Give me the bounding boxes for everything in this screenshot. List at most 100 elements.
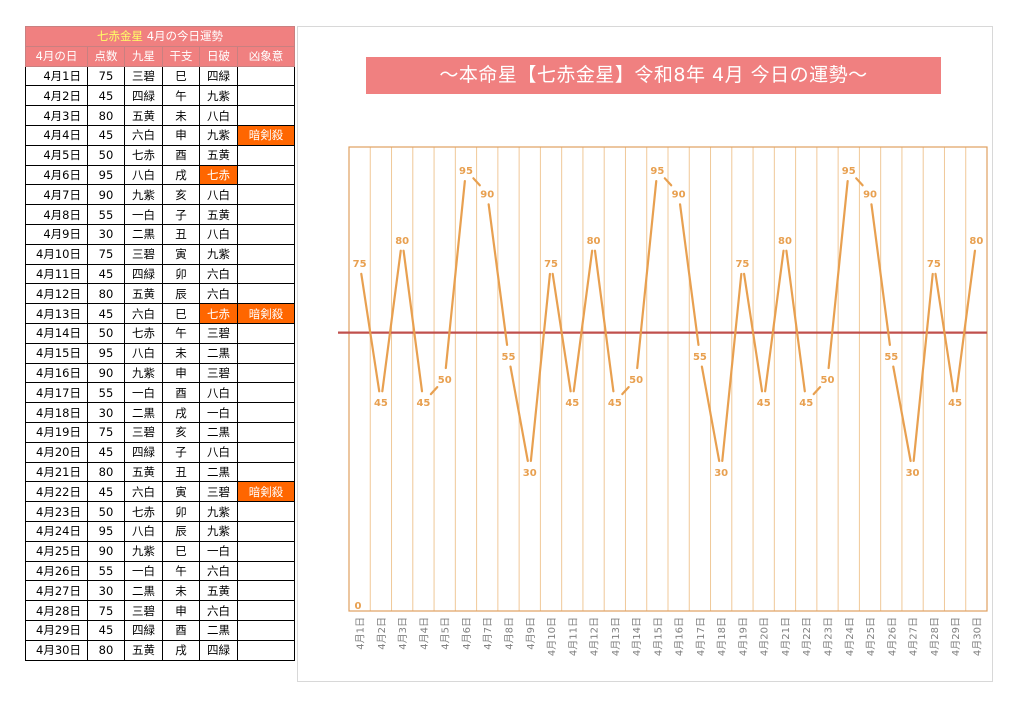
x-tick-label: 4月16日 bbox=[674, 617, 686, 656]
data-label: 95 bbox=[459, 166, 473, 177]
x-tick-label: 4月13日 bbox=[610, 617, 622, 656]
cell-star: 三碧 bbox=[124, 421, 163, 443]
cell-star: 二黒 bbox=[124, 402, 163, 423]
data-label: 45 bbox=[416, 398, 430, 409]
cell-score: 30 bbox=[87, 580, 125, 602]
table-row: 4月20日 45 四緑子八白 bbox=[25, 441, 296, 463]
cell-day: 4月24日 bbox=[25, 520, 88, 542]
series-line-segment bbox=[636, 180, 658, 370]
cell-star: 九紫 bbox=[124, 184, 163, 206]
cell-kyo bbox=[236, 105, 296, 126]
cell-score: 50 bbox=[87, 322, 125, 344]
table-row: 4月22日 45 六白寅三碧 暗剣殺 bbox=[25, 481, 296, 503]
table-row: 4月28日 75 三碧申六白 bbox=[25, 600, 296, 621]
series-line-segment bbox=[934, 272, 955, 393]
cell-score: 75 bbox=[87, 421, 125, 443]
series-line-segment bbox=[700, 365, 721, 463]
x-tick-label: 4月5日 bbox=[440, 617, 452, 650]
cell-star: 八白 bbox=[124, 342, 163, 364]
cell-nichiha: 六白 bbox=[199, 283, 238, 305]
x-tick-label: 4月23日 bbox=[823, 617, 835, 656]
table-row: 4月26日 55 一白午六白 bbox=[25, 560, 296, 582]
data-label: 30 bbox=[906, 468, 920, 479]
cell-eto: 丑 bbox=[162, 461, 200, 483]
x-tick-label: 4月27日 bbox=[908, 617, 920, 656]
cell-kyo bbox=[236, 600, 296, 621]
data-label: 55 bbox=[502, 352, 516, 363]
cell-day: 4月20日 bbox=[25, 441, 88, 463]
cell-kyo bbox=[236, 619, 296, 641]
cell-score: 95 bbox=[87, 520, 125, 542]
cell-star: 四緑 bbox=[124, 619, 163, 641]
cell-score: 45 bbox=[87, 263, 125, 285]
cell-eto: 辰 bbox=[162, 283, 200, 305]
data-label: 55 bbox=[884, 352, 898, 363]
table-row: 4月25日 90 九紫巳一白 bbox=[25, 540, 296, 562]
cell-eto: 戌 bbox=[162, 402, 200, 423]
cell-nichiha: 三碧 bbox=[199, 322, 238, 344]
cell-day: 4月13日 bbox=[25, 303, 88, 324]
cell-nichiha: 九紫 bbox=[199, 85, 238, 107]
table-row: 4月23日 50 七赤卯九紫 bbox=[25, 501, 296, 522]
cell-nichiha: 九紫 bbox=[199, 501, 238, 522]
cell-star: 一白 bbox=[124, 204, 163, 225]
cell-score: 75 bbox=[87, 600, 125, 621]
x-tick-label: 4月1日 bbox=[355, 617, 367, 650]
cell-kyo bbox=[236, 501, 296, 522]
header-nichiha: 日破 bbox=[199, 45, 238, 67]
series-line-segment bbox=[360, 272, 381, 393]
cell-star: 七赤 bbox=[124, 322, 163, 344]
cell-score: 55 bbox=[87, 560, 125, 582]
cell-eto: 戌 bbox=[162, 164, 200, 186]
series-line-segment bbox=[764, 249, 785, 393]
cell-day: 4月22日 bbox=[25, 481, 88, 503]
series-line-segment bbox=[785, 249, 806, 393]
data-label: 45 bbox=[374, 398, 388, 409]
x-tick-label: 4月24日 bbox=[844, 617, 856, 656]
cell-eto: 午 bbox=[162, 560, 200, 582]
cell-nichiha: 四緑 bbox=[199, 65, 238, 87]
series-line-segment bbox=[742, 272, 764, 393]
cell-eto: 酉 bbox=[162, 619, 200, 641]
x-tick-label: 4月6日 bbox=[461, 617, 473, 650]
cell-day: 4月7日 bbox=[25, 184, 88, 206]
data-label: 50 bbox=[629, 375, 643, 386]
cell-star: 五黄 bbox=[124, 461, 163, 483]
cell-star: 四緑 bbox=[124, 263, 163, 285]
table-title: 七赤金星 4月の今日運勢 bbox=[24, 26, 296, 47]
cell-kyo bbox=[236, 184, 296, 206]
data-label: 50 bbox=[438, 375, 452, 386]
cell-kyo bbox=[236, 580, 296, 602]
cell-star: 四緑 bbox=[124, 85, 163, 107]
cell-day: 4月12日 bbox=[25, 283, 88, 305]
cell-score: 30 bbox=[87, 223, 125, 245]
cell-eto: 丑 bbox=[162, 223, 200, 245]
cell-score: 80 bbox=[87, 283, 125, 305]
table-row: 4月5日 50 七赤酉五黄 bbox=[25, 144, 296, 166]
table-title-text: 4月の今日運勢 bbox=[146, 29, 224, 44]
cell-eto: 巳 bbox=[162, 65, 200, 87]
cell-eto: 亥 bbox=[162, 184, 200, 206]
cell-nichiha: 七赤 bbox=[199, 303, 238, 324]
cell-star: 二黒 bbox=[124, 580, 163, 602]
cell-kyo bbox=[236, 243, 296, 265]
series-line-segment bbox=[472, 177, 481, 187]
cell-day: 4月30日 bbox=[25, 639, 88, 661]
table-header-row: 4月の日 点数 九星 干支 日破 凶象意 bbox=[25, 45, 296, 67]
cell-day: 4月10日 bbox=[25, 243, 88, 265]
cell-eto: 亥 bbox=[162, 421, 200, 443]
cell-eto: 子 bbox=[162, 204, 200, 225]
data-label: 45 bbox=[565, 398, 579, 409]
cell-nichiha: 六白 bbox=[199, 600, 238, 621]
cell-score: 90 bbox=[87, 362, 125, 384]
data-label: 45 bbox=[608, 398, 622, 409]
series-line-segment bbox=[678, 203, 700, 346]
baseline-zero-label: 0 bbox=[355, 601, 362, 612]
cell-day: 4月16日 bbox=[25, 362, 88, 384]
cell-eto: 酉 bbox=[162, 382, 200, 404]
cell-star: 八白 bbox=[124, 164, 163, 186]
x-tick-label: 4月29日 bbox=[950, 617, 962, 656]
series-line-segment bbox=[381, 249, 402, 393]
x-tick-label: 4月20日 bbox=[759, 617, 771, 656]
x-tick-label: 4月10日 bbox=[546, 617, 558, 656]
